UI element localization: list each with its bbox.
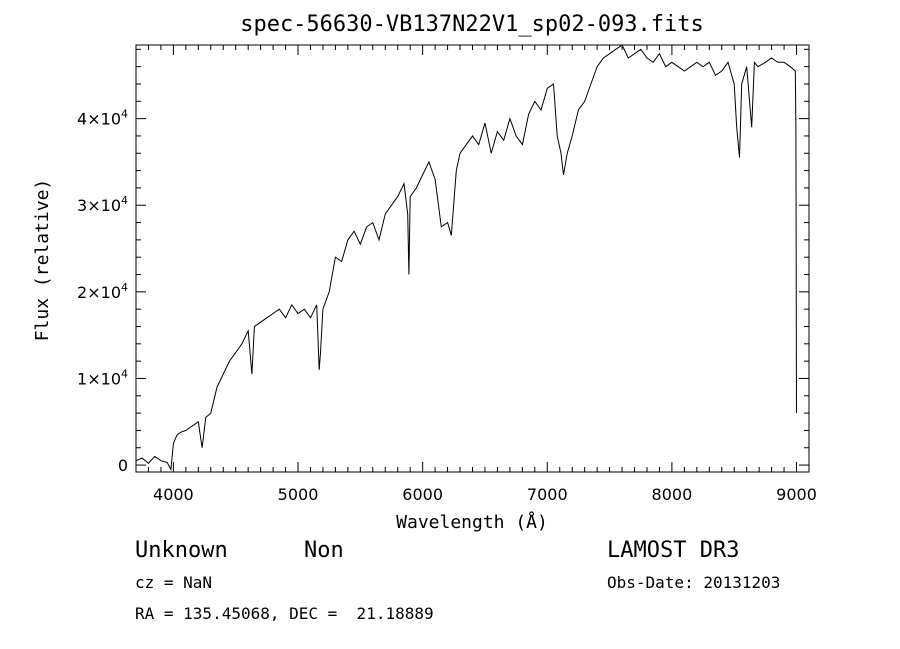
y-tick-label: 0 xyxy=(118,456,128,475)
y-tick-label: 2×104 xyxy=(77,281,128,302)
survey-name: LAMOST DR3 xyxy=(607,538,740,563)
y-tick-label: 1×104 xyxy=(77,367,128,388)
observation-date: Obs-Date: 20131203 xyxy=(607,573,781,592)
axis-ticks xyxy=(136,45,810,472)
x-axis-label: Wavelength (Å) xyxy=(396,511,548,533)
spectrum-line xyxy=(135,44,797,472)
object-subclass: Non xyxy=(304,538,344,563)
x-tick-label: 9000 xyxy=(776,485,817,504)
redshift-info: cz = NaN xyxy=(135,573,213,592)
coordinates-info: RA = 135.45068, DEC = 21.18889 xyxy=(135,604,434,623)
x-tick-label: 5000 xyxy=(278,485,319,504)
plot-frame xyxy=(135,44,810,473)
x-tick-label: 4000 xyxy=(153,485,194,504)
x-tick-label: 6000 xyxy=(402,485,443,504)
y-tick-label: 4×104 xyxy=(77,108,128,129)
object-class: Unknown xyxy=(135,538,228,563)
y-tick-labels: 0 1×104 2×104 3×104 4×104 xyxy=(77,108,128,475)
x-tick-label: 8000 xyxy=(652,485,693,504)
x-tick-labels: 4000 5000 6000 7000 8000 9000 xyxy=(153,485,817,504)
x-tick-label: 7000 xyxy=(527,485,568,504)
y-axis-label: Flux (relative) xyxy=(32,179,53,342)
y-tick-label: 3×104 xyxy=(77,194,128,215)
chart-title: spec-56630-VB137N22V1_sp02-093.fits xyxy=(240,12,704,37)
